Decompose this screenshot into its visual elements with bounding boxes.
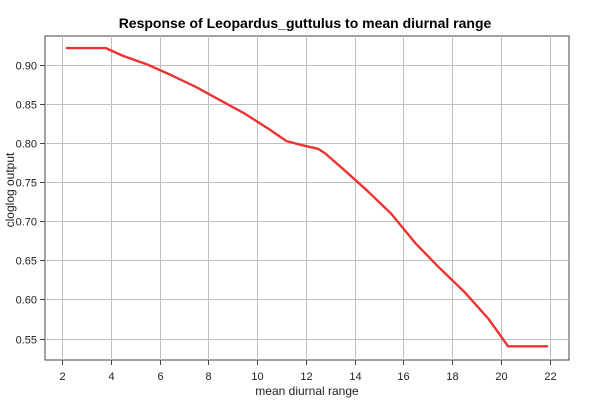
x-tick-label: 14 bbox=[349, 371, 361, 383]
x-tick-label: 2 bbox=[59, 371, 65, 383]
y-tick-label: 0.90 bbox=[16, 61, 37, 73]
x-tick-label: 6 bbox=[157, 371, 163, 383]
x-tick-label: 18 bbox=[446, 371, 458, 383]
y-tick-label: 0.55 bbox=[16, 335, 37, 347]
x-tick-label: 4 bbox=[108, 371, 114, 383]
y-tick-label: 0.80 bbox=[16, 139, 37, 151]
x-tick-label: 20 bbox=[495, 371, 507, 383]
x-tick-label: 8 bbox=[205, 371, 211, 383]
x-tick-label: 12 bbox=[300, 371, 312, 383]
chart-title: Response of Leopardus_guttulus to mean d… bbox=[119, 15, 492, 31]
y-axis-label: cloglog output bbox=[3, 152, 17, 227]
x-tick-label: 22 bbox=[544, 371, 556, 383]
y-tick-label: 0.70 bbox=[16, 217, 37, 229]
y-tick-label: 0.75 bbox=[16, 178, 37, 190]
x-tick-label: 16 bbox=[397, 371, 409, 383]
x-tick-label: 10 bbox=[251, 371, 263, 383]
y-tick-label: 0.85 bbox=[16, 100, 37, 112]
x-axis-label: mean diurnal range bbox=[255, 384, 359, 398]
y-tick-label: 0.60 bbox=[16, 295, 37, 307]
y-tick-label: 0.65 bbox=[16, 256, 37, 268]
